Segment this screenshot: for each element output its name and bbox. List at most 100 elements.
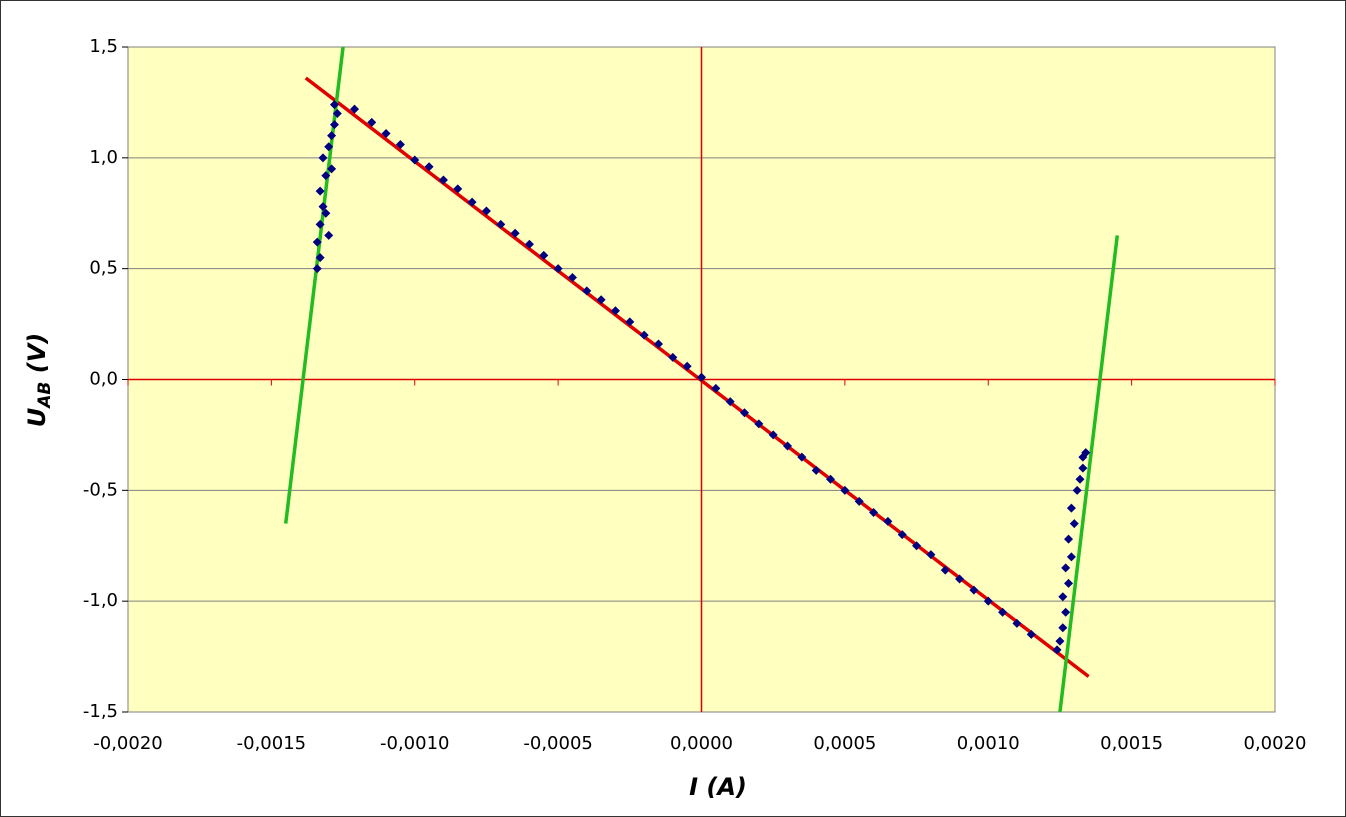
data-point: [315, 186, 325, 196]
data-point: [1055, 636, 1065, 646]
x-tick-label: -0,0015: [237, 733, 306, 754]
data-point: [1058, 623, 1068, 633]
y-tick-label: 0,0: [89, 369, 118, 390]
y-tick-label: -0,5: [83, 479, 118, 500]
data-point: [682, 361, 692, 371]
data-point: [1069, 519, 1079, 529]
x-axis-label: I (A): [689, 773, 747, 801]
data-point: [754, 419, 764, 429]
data-point: [955, 574, 965, 584]
data-point: [318, 202, 328, 212]
data-point: [438, 175, 448, 185]
data-point: [639, 330, 649, 340]
data-point: [481, 206, 491, 216]
data-point: [998, 607, 1008, 617]
data-point: [582, 286, 592, 296]
data-point: [324, 230, 334, 240]
data-point: [496, 219, 506, 229]
data-point: [1052, 645, 1062, 655]
data-point: [1064, 578, 1074, 588]
data-point: [1066, 503, 1076, 513]
data-point: [524, 239, 534, 249]
data-point: [1078, 463, 1088, 473]
data-point: [897, 530, 907, 540]
data-point: [1061, 607, 1071, 617]
data-point: [329, 100, 339, 110]
data-point: [350, 104, 360, 114]
data-point: [367, 117, 377, 127]
data-point: [869, 508, 879, 517]
y-tick-label: 0,5: [89, 258, 118, 279]
x-label-unit: (A): [706, 773, 747, 801]
data-point: [811, 465, 821, 475]
data-point: [826, 474, 836, 484]
data-point: [768, 430, 778, 440]
data-point: [840, 485, 850, 495]
y-tick-label: 1,0: [89, 147, 118, 168]
data-point: [653, 339, 663, 349]
data-point: [395, 140, 405, 150]
data-point: [797, 452, 807, 462]
data-point: [453, 184, 463, 194]
y-tick-label: -1,5: [83, 701, 118, 722]
data-point: [625, 317, 635, 327]
data-point: [940, 565, 950, 575]
data-point: [610, 306, 620, 316]
data-point: [697, 372, 706, 382]
y-axis-label: UAB (V): [23, 333, 55, 428]
x-tick-label: -0,0020: [93, 733, 162, 754]
x-tick-label: 0,0010: [957, 733, 1020, 754]
data-point: [312, 237, 322, 247]
data-point: [1081, 448, 1091, 458]
y-tick-label: 1,5: [89, 36, 118, 57]
y-label-sub: AB: [35, 382, 55, 410]
data-point: [510, 228, 520, 238]
data-point: [854, 496, 864, 506]
x-label-main: I: [689, 773, 698, 801]
data-point: [1012, 618, 1022, 628]
data-point: [983, 596, 993, 606]
data-point: [668, 352, 678, 362]
data-point: [969, 585, 979, 595]
data-point: [321, 208, 331, 218]
y-label-unit: (V): [23, 333, 51, 382]
data-point: [467, 197, 477, 207]
data-point: [410, 155, 420, 165]
fit-line: [1058, 235, 1120, 713]
y-label-main: U: [23, 408, 51, 428]
data-point: [327, 131, 337, 141]
data-point: [381, 128, 391, 138]
data-point: [315, 219, 325, 229]
data-point: [711, 383, 721, 393]
data-point: [424, 162, 434, 172]
data-point: [1075, 474, 1085, 484]
data-point: [553, 264, 563, 274]
data-point: [926, 550, 936, 560]
y-tick-label: -1,0: [83, 590, 118, 611]
data-point: [567, 273, 577, 283]
data-point: [1058, 592, 1068, 602]
data-point: [1066, 552, 1076, 562]
data-point: [318, 153, 328, 163]
data-point: [883, 516, 893, 526]
x-tick-label: -0,0005: [523, 733, 592, 754]
data-point: [1061, 563, 1071, 573]
data-point: [321, 171, 331, 181]
data-point: [912, 541, 922, 551]
data-point: [315, 253, 325, 263]
data-point: [783, 441, 793, 451]
data-point: [327, 164, 337, 174]
data-point: [539, 250, 549, 260]
data-point: [324, 142, 334, 152]
data-point: [329, 120, 339, 130]
x-tick-label: 0,0020: [1244, 733, 1307, 754]
x-tick-label: 0,0015: [1100, 733, 1163, 754]
data-point: [740, 408, 750, 418]
data-point: [1072, 485, 1082, 495]
data-point: [1064, 534, 1074, 544]
data-point: [596, 295, 606, 305]
data-point: [725, 397, 735, 407]
data-point: [312, 264, 322, 274]
x-tick-label: 0,0000: [670, 733, 733, 754]
